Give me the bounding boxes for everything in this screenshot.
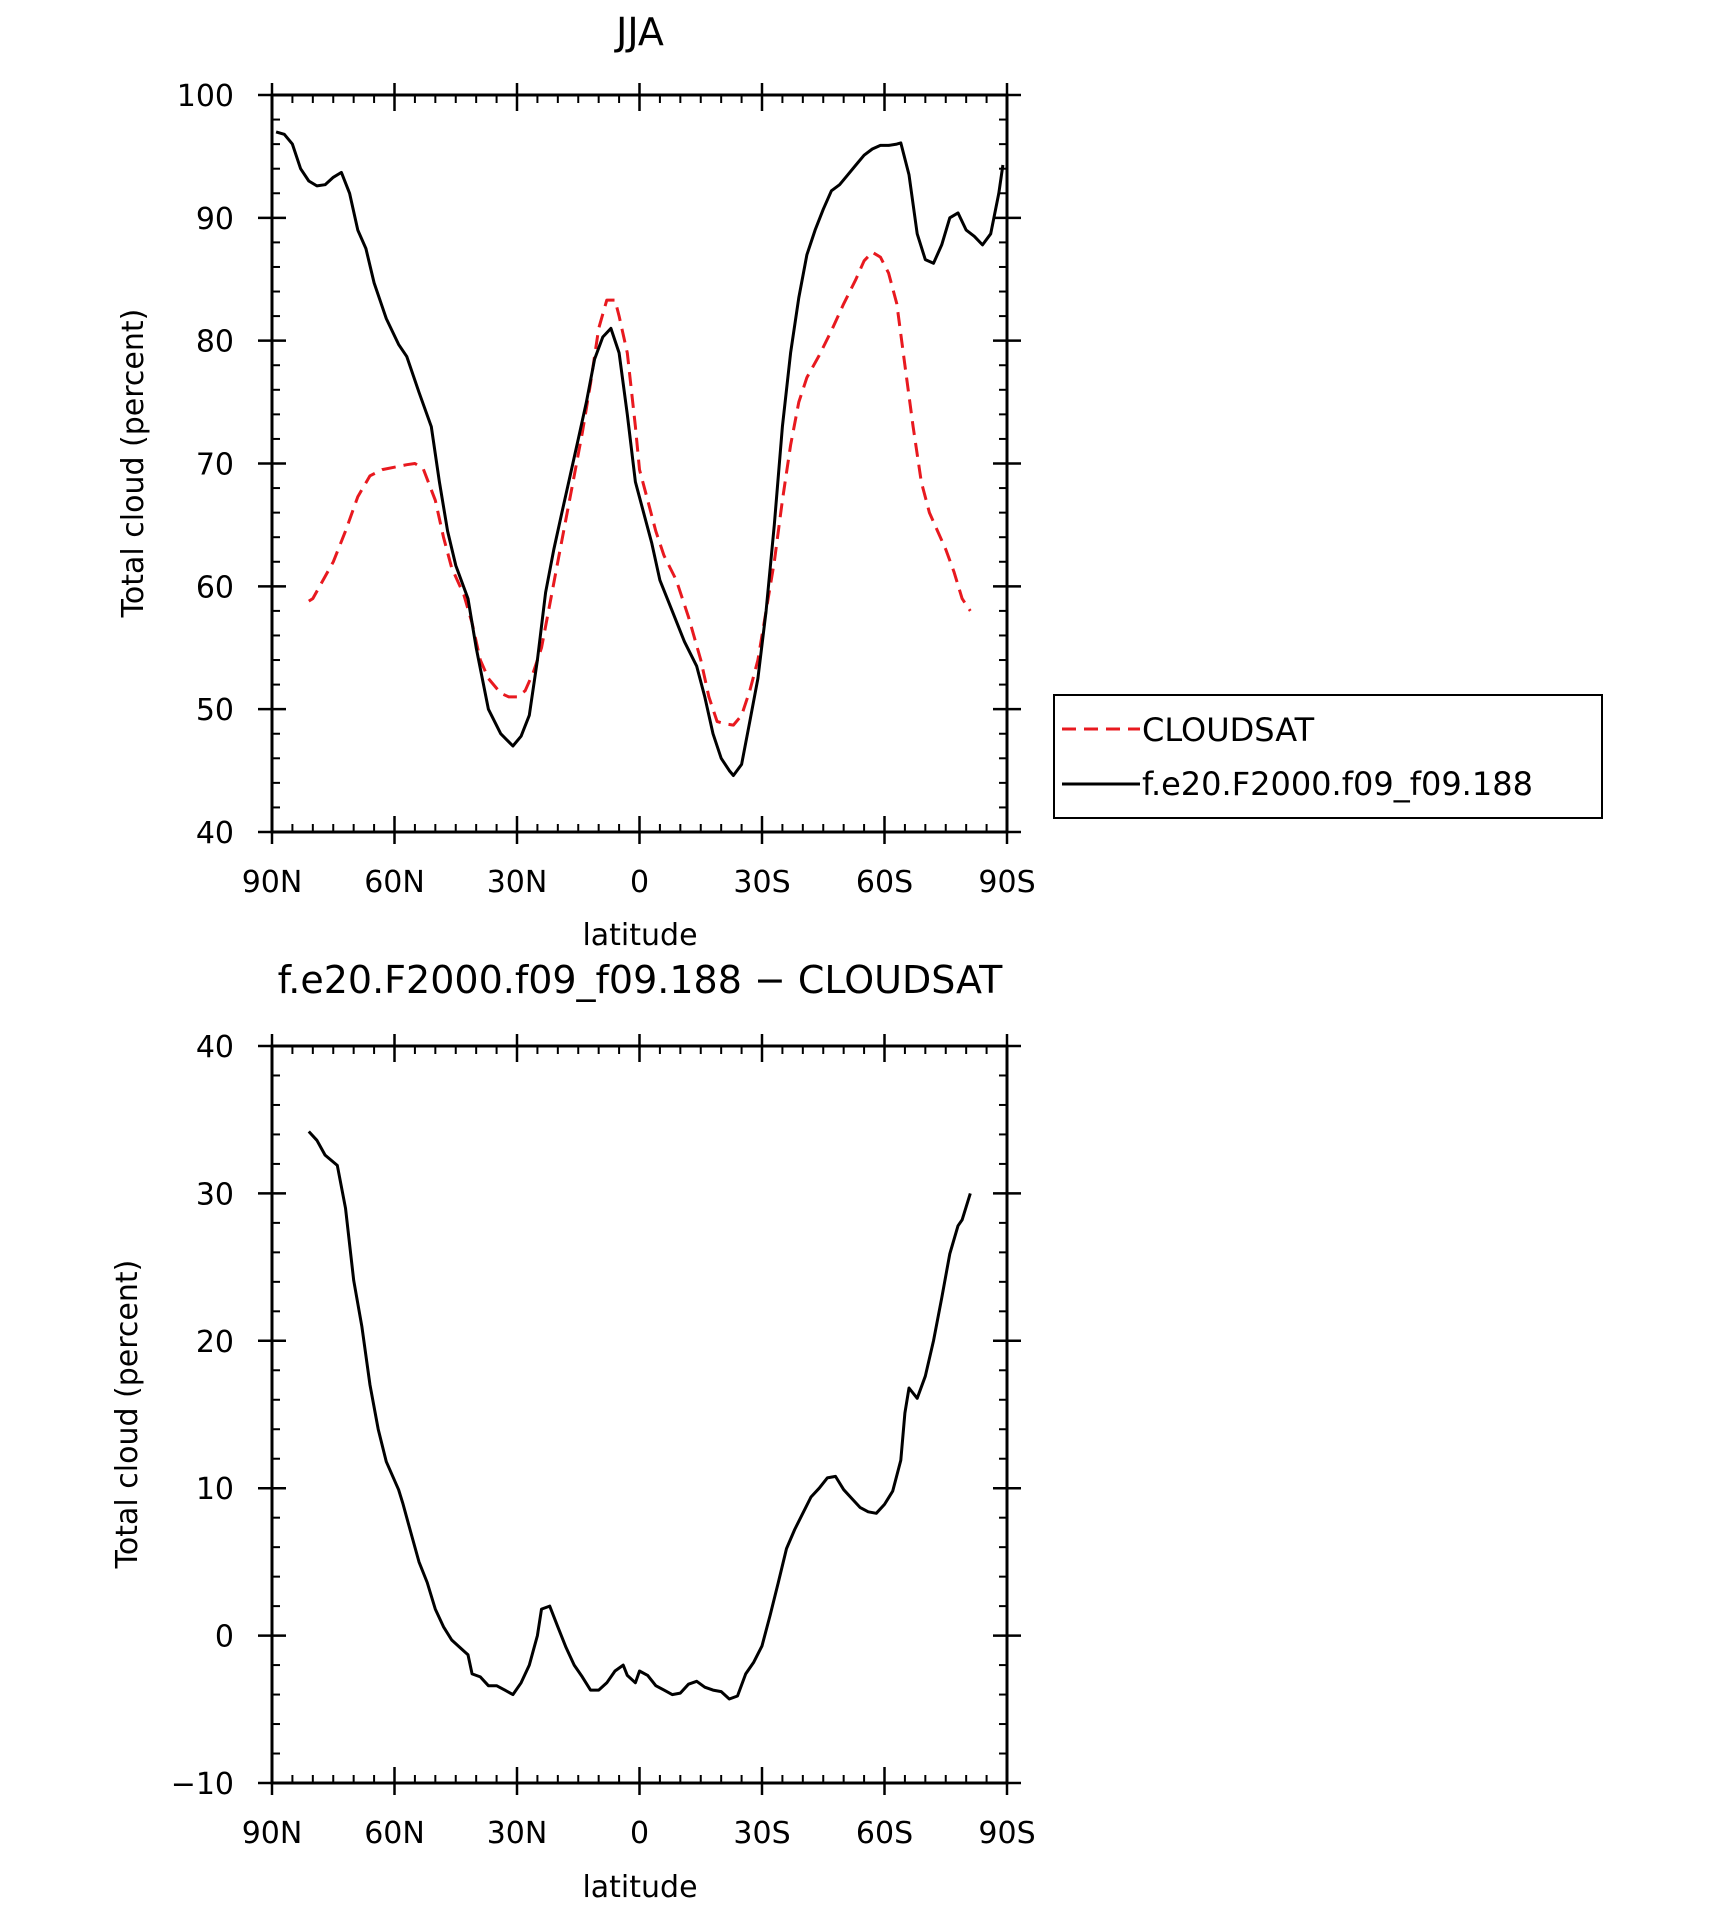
bottom-panel: f.e20.F2000.f09_f09.188 − CLOUDSAT 90N 60…	[110, 958, 1036, 1905]
top-x-tick-label: 90S	[978, 865, 1035, 900]
bottom-x-tick-label: 60N	[364, 1816, 425, 1851]
bottom-x-tick-label: 90N	[242, 1816, 303, 1851]
bottom-series-lines	[307, 1130, 972, 1701]
top-y-tick-label: 90	[196, 202, 234, 237]
legend-label-cloudsat: CLOUDSAT	[1142, 711, 1315, 749]
top-y-tick-label: 100	[177, 79, 234, 114]
top-x-tick-label: 30S	[733, 865, 790, 900]
top-tick-labels: 90N 60N 30N 0 30S 60S 90S 40 50 60 70 80 90 100	[177, 79, 1036, 900]
bottom-x-tick-label: 30S	[733, 1816, 790, 1851]
legend-label-model: f.e20.F2000.f09_f09.188	[1142, 765, 1533, 803]
bottom-y-tick-label: 10	[196, 1472, 234, 1507]
top-y-tick-label: 50	[196, 693, 234, 728]
bottom-tick-labels: 90N 60N 30N 0 30S 60S 90S −10 0 10 20 30 40	[171, 1030, 1036, 1851]
top-y-tick-label: 70	[196, 448, 234, 483]
bottom-y-axis-title: Total cloud (percent)	[110, 1260, 145, 1570]
top-x-tick-label: 60N	[364, 865, 425, 900]
top-x-tick-label: 0	[630, 865, 649, 900]
bottom-x-tick-label: 90S	[978, 1816, 1035, 1851]
bottom-ticks	[258, 1034, 1021, 1795]
top-series-lines	[275, 130, 1005, 777]
legend-box	[1053, 694, 1603, 819]
top-series-line-f-e20-f2000-f09-f09-188	[275, 130, 1005, 777]
bottom-series-line-difference	[307, 1130, 972, 1701]
top-x-tick-label: 60S	[856, 865, 913, 900]
top-y-tick-label: 40	[196, 816, 234, 851]
bottom-y-tick-label: 30	[196, 1177, 234, 1212]
bottom-x-tick-label: 60S	[856, 1816, 913, 1851]
top-x-tick-label: 30N	[487, 865, 548, 900]
legend: CLOUDSAT f.e20.F2000.f09_f09.188	[1053, 694, 1603, 819]
bottom-y-tick-label: 20	[196, 1325, 234, 1360]
bottom-y-tick-label: 0	[215, 1620, 234, 1655]
bottom-x-tick-label: 30N	[487, 1816, 548, 1851]
top-series-line-cloudsat	[308, 250, 972, 727]
top-y-tick-label: 80	[196, 325, 234, 360]
top-ticks	[258, 83, 1021, 844]
top-chart-title: JJA	[614, 10, 664, 54]
bottom-y-tick-label: 40	[196, 1030, 234, 1065]
bottom-x-tick-label: 0	[630, 1816, 649, 1851]
bottom-chart-title: f.e20.F2000.f09_f09.188 − CLOUDSAT	[278, 958, 1003, 1002]
bottom-x-axis-title: latitude	[582, 1870, 697, 1905]
top-y-tick-label: 60	[196, 570, 234, 605]
top-x-tick-label: 90N	[242, 865, 303, 900]
top-x-axis-title: latitude	[582, 918, 697, 953]
top-panel: JJA 90N 60N 30N 0 30S 60S 90S 40 50 60 70 80 90 100 l…	[116, 10, 1603, 953]
bottom-y-tick-label: −10	[171, 1767, 234, 1802]
top-y-axis-title: Total cloud (percent)	[116, 309, 151, 619]
